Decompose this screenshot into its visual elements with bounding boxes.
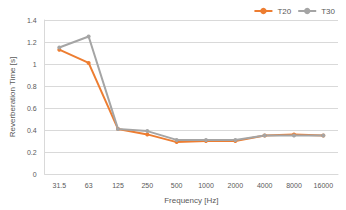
svg-text:2000: 2000 <box>228 182 244 189</box>
svg-text:0.4: 0.4 <box>27 127 37 134</box>
svg-text:0.6: 0.6 <box>27 105 37 112</box>
svg-text:500: 500 <box>171 182 183 189</box>
svg-text:1000: 1000 <box>198 182 214 189</box>
svg-text:T20: T20 <box>277 7 291 16</box>
svg-text:1: 1 <box>33 61 37 68</box>
svg-text:31.5: 31.5 <box>52 182 66 189</box>
svg-text:0: 0 <box>33 171 37 178</box>
svg-text:Reverberation Time [s]: Reverberation Time [s] <box>8 57 17 137</box>
svg-text:T30: T30 <box>321 7 335 16</box>
svg-text:4000: 4000 <box>257 182 273 189</box>
svg-text:63: 63 <box>85 182 93 189</box>
svg-text:8000: 8000 <box>286 182 302 189</box>
svg-text:1.2: 1.2 <box>27 39 37 46</box>
svg-text:0.8: 0.8 <box>27 83 37 90</box>
svg-text:16000: 16000 <box>314 182 334 189</box>
svg-text:Frequency [Hz]: Frequency [Hz] <box>164 196 218 205</box>
svg-text:0.2: 0.2 <box>27 149 37 156</box>
svg-text:1.4: 1.4 <box>27 17 37 24</box>
svg-text:250: 250 <box>141 182 153 189</box>
svg-text:125: 125 <box>112 182 124 189</box>
